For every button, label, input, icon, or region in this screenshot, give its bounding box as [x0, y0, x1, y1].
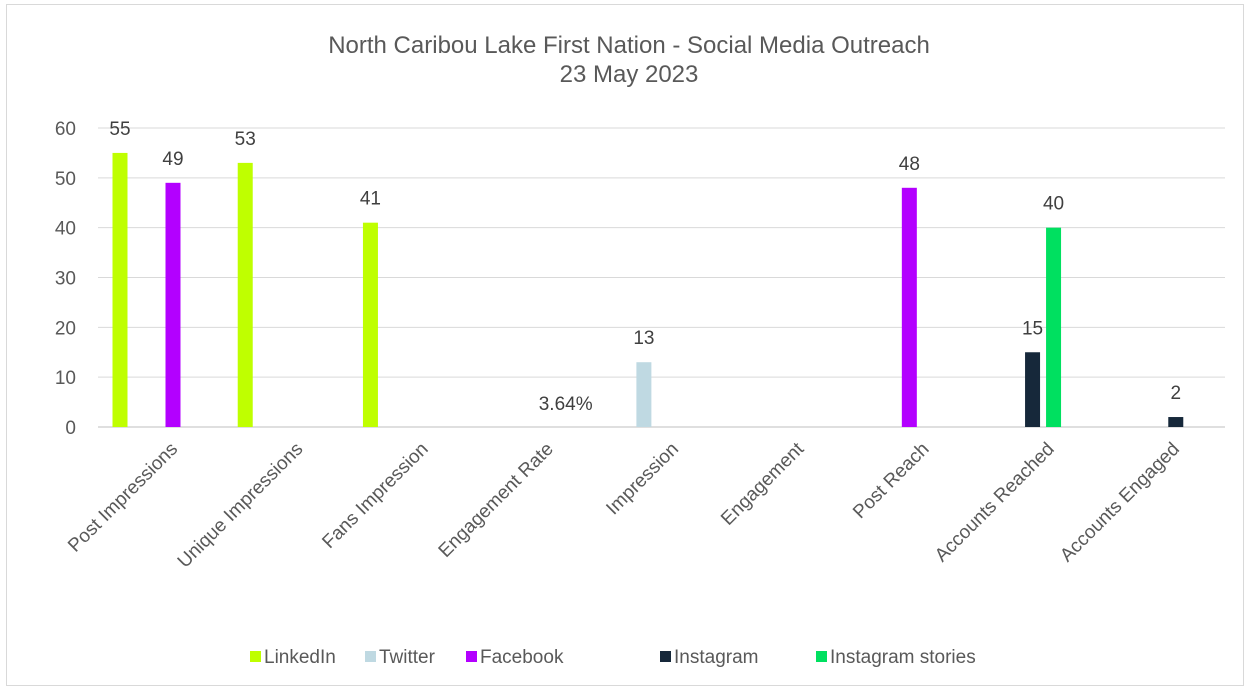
- bar-instagram-stories: [1046, 227, 1062, 427]
- y-tick-label: 20: [55, 318, 76, 339]
- y-axis-ticks: 0 10 20 30 40 50 60: [55, 119, 76, 439]
- x-tick-label: Unique Impressions: [174, 439, 308, 573]
- data-label: 13: [633, 328, 654, 349]
- bars: [112, 152, 1184, 427]
- legend-swatch: [250, 651, 261, 662]
- bar-instagram: [1025, 352, 1041, 427]
- legend-label: Instagram: [674, 647, 758, 668]
- data-label: 49: [162, 149, 183, 170]
- x-tick-label: Engagement: [717, 438, 809, 530]
- y-tick-label: 40: [55, 219, 76, 240]
- x-tick-label: Impression: [602, 439, 683, 520]
- legend-label: Twitter: [379, 647, 436, 668]
- x-tick-label: Post Impressions: [64, 439, 182, 557]
- y-tick-label: 10: [55, 368, 76, 389]
- bar-twitter: [636, 362, 652, 427]
- data-label: 15: [1022, 318, 1043, 339]
- legend-swatch: [365, 651, 376, 662]
- legend-label: Instagram stories: [830, 647, 976, 668]
- bar-facebook: [901, 187, 917, 427]
- legend-swatch: [660, 651, 671, 662]
- bar-linkedin: [237, 162, 253, 427]
- x-tick-label: Post Reach: [849, 439, 933, 523]
- data-label: 48: [899, 154, 920, 175]
- data-label: 40: [1043, 194, 1064, 215]
- x-tick-label: Accounts Engaged: [1056, 439, 1184, 567]
- legend-label: LinkedIn: [264, 647, 336, 668]
- bar-facebook: [165, 182, 181, 427]
- y-tick-label: 30: [55, 269, 76, 290]
- data-label: 2: [1170, 383, 1181, 404]
- data-label: 41: [360, 189, 381, 210]
- data-labels: 55 49 53 41 3.64% 13 48 15 40 2: [109, 119, 1181, 415]
- data-label: 53: [235, 129, 256, 150]
- x-tick-label: Engagement Rate: [435, 439, 558, 562]
- bar-linkedin: [362, 222, 378, 427]
- y-tick-label: 60: [55, 119, 76, 140]
- bar-linkedin: [112, 152, 128, 427]
- x-tick-label: Accounts Reached: [931, 439, 1059, 567]
- chart-subtitle: 23 May 2023: [560, 61, 699, 88]
- bar-instagram: [1168, 417, 1184, 427]
- legend-label: Facebook: [480, 647, 564, 668]
- legend-swatch: [466, 651, 477, 662]
- chart-frame: [6, 4, 1244, 686]
- legend-swatch: [816, 651, 827, 662]
- chart-title: North Caribou Lake First Nation - Social…: [328, 32, 930, 59]
- data-label: 55: [109, 119, 130, 140]
- y-tick-label: 0: [65, 418, 76, 439]
- y-tick-label: 50: [55, 169, 76, 190]
- legend: LinkedIn Twitter Facebook Instagram Instagra…: [250, 647, 976, 668]
- data-label: 3.64%: [539, 394, 593, 415]
- x-tick-label: Fans Impression: [318, 439, 432, 553]
